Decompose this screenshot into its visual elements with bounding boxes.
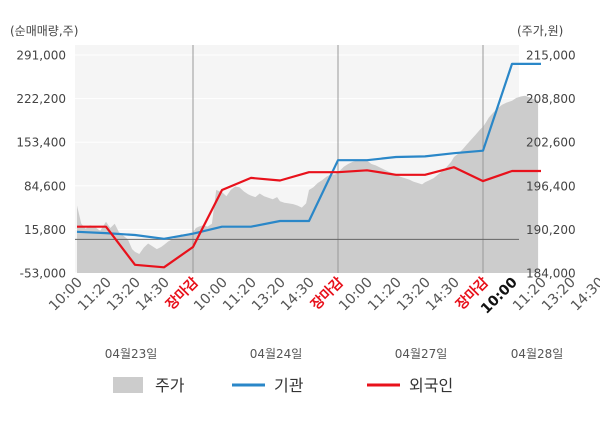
right-tick-label: 215,000	[526, 49, 576, 63]
left-tick-label: 15,800	[24, 223, 66, 237]
legend-swatch-area	[113, 377, 143, 393]
series-line-외국인	[77, 166, 541, 269]
right-axis-unit: (주가,원)	[517, 24, 563, 38]
day-label: 04월23일	[105, 347, 158, 361]
legend-label: 기관	[274, 376, 304, 395]
right-tick-label: 202,600	[526, 136, 576, 150]
right-tick-label: 190,200	[526, 223, 576, 237]
left-tick-label: 291,000	[16, 49, 66, 63]
left-tick-label: -53,000	[20, 267, 66, 281]
day-label: 04월24일	[250, 347, 303, 361]
series-line-기관	[76, 62, 541, 240]
day-label: 04월28일	[511, 347, 564, 361]
right-tick-label: 184,000	[526, 267, 576, 281]
price-area	[77, 95, 539, 273]
day-label: 04월27일	[395, 347, 448, 361]
legend-label: 외국인	[409, 376, 453, 395]
left-tick-label: 153,400	[16, 136, 66, 150]
x-tick-label: 14:30	[133, 275, 173, 315]
left-axis-unit: (순매매량,주)	[10, 24, 78, 38]
x-tick-label: 14:30	[423, 275, 463, 315]
legend-label: 주가	[155, 376, 185, 395]
x-tick-label: 14:30	[278, 275, 318, 315]
left-tick-label: 84,600	[24, 179, 66, 193]
left-tick-label: 222,200	[16, 92, 66, 106]
right-tick-label: 196,400	[526, 179, 576, 193]
right-tick-label: 208,800	[526, 92, 576, 106]
